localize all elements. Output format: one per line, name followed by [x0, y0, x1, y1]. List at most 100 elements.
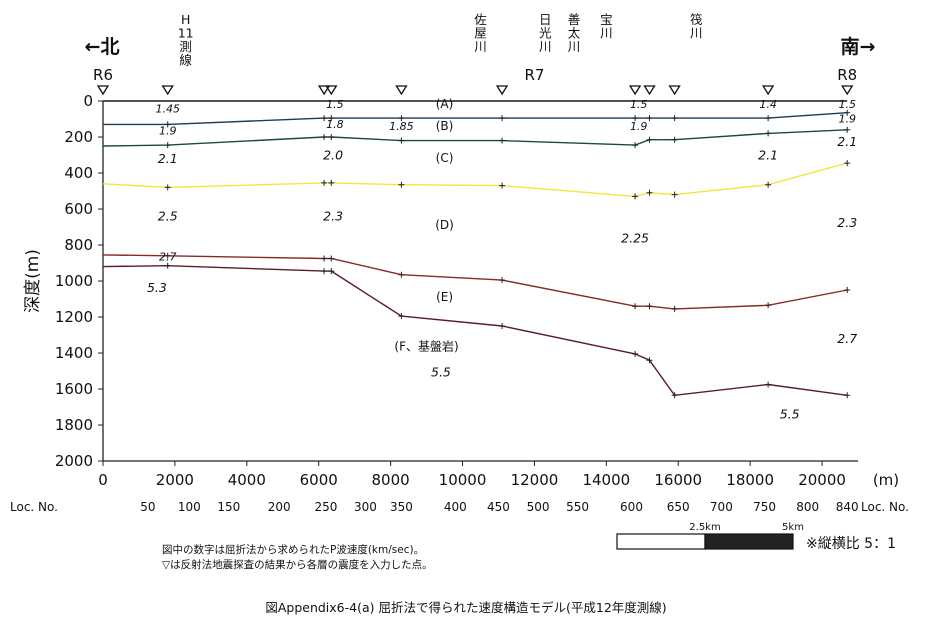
- river-label: 筏川: [690, 12, 703, 41]
- data-point-marker: [321, 134, 328, 140]
- data-point-marker: [646, 357, 653, 364]
- data-point-marker: [765, 130, 772, 137]
- data-point-marker: [765, 181, 772, 188]
- reflection-point-marker: [395, 85, 408, 96]
- river-label: 佐屋川: [474, 12, 487, 54]
- velocity-label: 2.7: [837, 331, 857, 346]
- loc-no-tick: 300: [354, 500, 377, 514]
- reflection-point-marker: [161, 85, 174, 96]
- velocity-label: 2.3: [837, 215, 857, 230]
- loc-no-tick: 600: [620, 500, 643, 514]
- reflection-point-marker: [841, 85, 854, 96]
- x-tick-label: 2000: [156, 471, 194, 489]
- loc-no-tick: 550: [566, 500, 589, 514]
- loc-no-tick: 250: [314, 500, 337, 514]
- data-point-marker: [632, 193, 639, 200]
- data-point-marker: [646, 189, 653, 196]
- data-point-marker: [398, 181, 405, 188]
- data-point-marker: [632, 142, 639, 149]
- series-line-1: [103, 112, 848, 126]
- data-point-marker: [328, 268, 335, 275]
- river-label: 宝川: [600, 12, 613, 41]
- velocity-label: 1.4: [759, 98, 777, 111]
- data-point-marker: [646, 136, 653, 143]
- data-point-marker: [765, 115, 772, 122]
- velocity-label: 2.7: [159, 250, 177, 263]
- data-point-marker: [164, 262, 171, 269]
- data-point-marker: [164, 184, 171, 191]
- data-point-marker: [632, 115, 639, 122]
- velocity-label: 1.45: [155, 103, 180, 116]
- loc-no-tick: 400: [444, 500, 467, 514]
- loc-no-tick: 650: [667, 500, 690, 514]
- loc-no-tick: 840: [836, 500, 859, 514]
- data-point-marker: [164, 121, 171, 128]
- velocity-label: 2.5: [158, 209, 178, 224]
- y-tick-label: 200: [64, 128, 93, 146]
- data-point-marker: [671, 115, 678, 122]
- data-point-marker: [328, 115, 335, 122]
- velocity-label: 2.1: [837, 134, 857, 149]
- river-label: H 11 測線: [178, 12, 194, 68]
- x-tick-label: 16000: [654, 471, 702, 489]
- data-point-marker: [328, 255, 335, 262]
- data-point-marker: [328, 134, 335, 140]
- reflection-point-marker: [96, 85, 110, 96]
- figure-caption: 図Appendix6-4(a) 屈折法で得られた速度構造モデル(平成12年度測線…: [265, 600, 666, 615]
- velocity-label: 2.1: [158, 151, 178, 166]
- aspect-ratio-note: ※縦横比 5：1: [806, 536, 896, 552]
- velocity-label: 5.5: [431, 364, 451, 379]
- series-line-5: [102, 264, 848, 397]
- data-point-marker: [765, 381, 772, 388]
- data-point-marker: [646, 303, 653, 310]
- layer-label: (F、基盤岩): [394, 338, 458, 353]
- data-point-marker: [671, 392, 678, 399]
- layer-label: (A): [436, 97, 454, 111]
- data-point-marker: [671, 191, 678, 198]
- y-tick-label: 600: [64, 200, 93, 218]
- y-tick-label: 800: [64, 236, 93, 254]
- loc-no-tick: 700: [710, 500, 733, 514]
- data-point-marker: [321, 268, 328, 275]
- data-point-marker: [164, 252, 171, 259]
- location-point-label: R8: [837, 66, 857, 84]
- reflection-point-marker: [495, 85, 509, 96]
- data-point-marker: [765, 302, 772, 309]
- loc-no-tick: 800: [796, 500, 819, 514]
- y-tick-label: 1800: [55, 416, 93, 434]
- velocity-label: 2.25: [621, 230, 649, 245]
- data-point-marker: [499, 277, 506, 284]
- scale-bar-label: 5km: [782, 522, 804, 533]
- data-point-marker: [646, 115, 653, 122]
- loc-no-tick: 150: [217, 500, 240, 514]
- velocity-label: 1.5: [838, 98, 856, 111]
- location-point-label: R7: [524, 66, 544, 84]
- loc-no-tick: 200: [268, 500, 291, 514]
- data-point-marker: [164, 142, 171, 149]
- data-point-marker: [844, 109, 851, 116]
- x-tick-label: 12000: [511, 471, 559, 489]
- direction-north-label: ←北: [85, 36, 120, 58]
- y-axis-label: 深度(m): [23, 249, 43, 313]
- reflection-point-marker: [643, 85, 656, 96]
- series-line-4: [102, 254, 848, 310]
- x-tick-label: 0: [98, 471, 108, 489]
- y-tick-label: 1400: [55, 344, 93, 362]
- x-tick-label: 6000: [300, 471, 338, 489]
- location-point-label: R6: [93, 66, 113, 84]
- velocity-label: 5.5: [780, 407, 800, 422]
- data-point-marker: [499, 137, 506, 144]
- reflection-point-marker: [325, 85, 338, 96]
- velocity-label: 1.8: [326, 118, 344, 131]
- data-point-marker: [844, 287, 851, 293]
- data-point-marker: [398, 313, 405, 320]
- velocity-label: 2.1: [758, 148, 778, 163]
- layer-label: (D): [435, 218, 454, 232]
- x-tick-label: 4000: [228, 471, 266, 489]
- y-tick-label: 0: [83, 92, 93, 110]
- y-tick-label: 1200: [55, 308, 93, 326]
- data-point-marker: [398, 137, 405, 144]
- data-point-marker: [632, 303, 639, 310]
- velocity-label: 1.9: [159, 124, 177, 137]
- velocity-label: 2.0: [323, 148, 343, 163]
